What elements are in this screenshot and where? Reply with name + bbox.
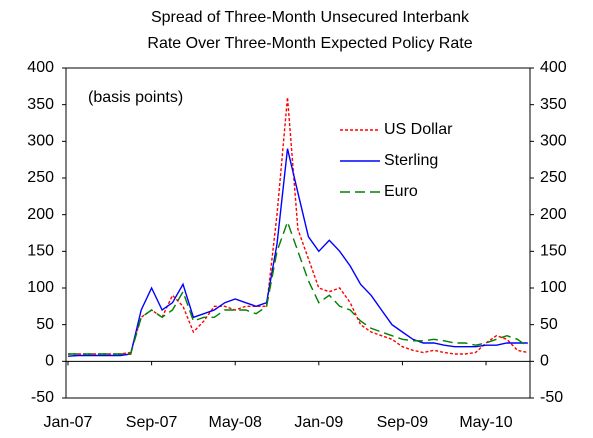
y-tick-label: 400	[27, 59, 54, 76]
plot-frame	[65, 67, 531, 399]
y2-tick-label: 0	[540, 353, 549, 370]
y-tick-label: 250	[27, 169, 54, 186]
y2-tick-label: 400	[540, 59, 567, 76]
y2-tick-label: 150	[540, 243, 567, 260]
y2-tick-label: 200	[540, 206, 567, 223]
series-line	[67, 148, 528, 357]
y2-tick-label: 350	[540, 96, 567, 113]
y2-tick-label: 50	[540, 316, 558, 333]
y-tick-label: 100	[27, 279, 54, 296]
x-tick-label: May-10	[459, 414, 512, 431]
chart-title: Spread of Three-Month Unsecured Interban…	[151, 9, 470, 26]
x-tick-label: May-08	[209, 414, 262, 431]
y-tick-label: 300	[27, 133, 54, 150]
y-tick-label: 350	[27, 96, 54, 113]
y2-tick-label: -50	[540, 389, 563, 406]
x-tick-label: Jan-09	[294, 414, 343, 431]
x-tick-label: Jan-07	[44, 414, 93, 431]
y-tick-label: 0	[45, 353, 54, 370]
series-line	[68, 97, 528, 355]
series-line	[68, 219, 529, 355]
y2-tick-label: 250	[540, 169, 567, 186]
y2-tick-label: 100	[540, 279, 567, 296]
y-tick-label: -50	[31, 389, 54, 406]
y-tick-label: 50	[36, 316, 54, 333]
y-tick-label: 150	[27, 243, 54, 260]
y-tick-label: 200	[27, 206, 54, 223]
legend-label: Sterling	[384, 152, 438, 169]
y2-tick-label: 300	[540, 133, 567, 150]
annotation: (basis points)	[88, 89, 183, 106]
x-tick-label: Sep-07	[126, 414, 178, 431]
x-tick-label: Sep-09	[377, 414, 429, 431]
legend-label: Euro	[384, 183, 418, 200]
legend-label: US Dollar	[384, 121, 453, 138]
chart-title: Rate Over Three-Month Expected Policy Ra…	[147, 35, 472, 52]
